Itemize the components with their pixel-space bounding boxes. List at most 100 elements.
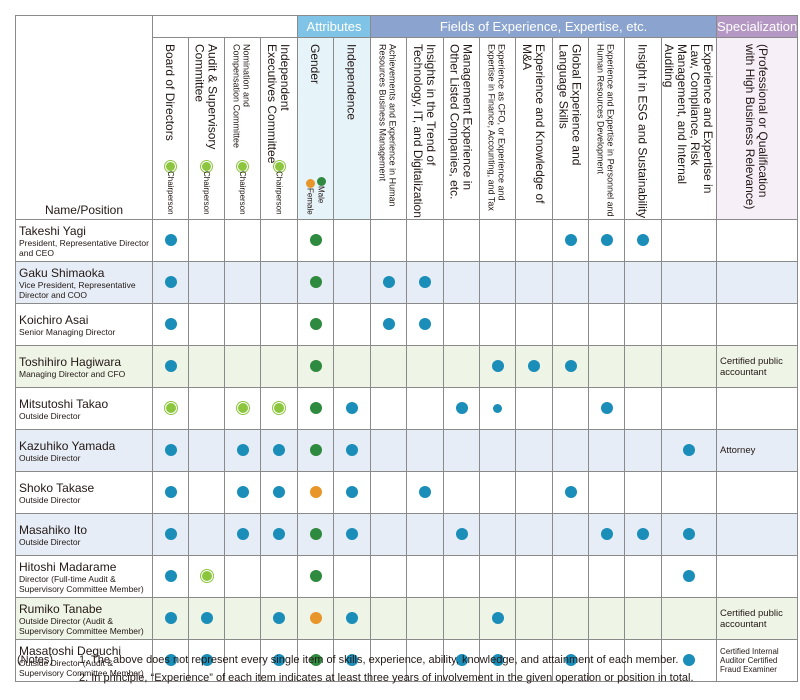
col-f3: Management Experience in Other Listed Co… (443, 37, 480, 220)
applicable-marker-icon (164, 528, 177, 541)
table-row: Masahiko Ito Outside Director (15, 513, 799, 556)
matrix-cell (188, 303, 225, 346)
applicable-marker-icon (346, 612, 358, 625)
matrix-cell (661, 219, 717, 262)
applicable-marker-icon (346, 486, 358, 499)
matrix-cell (661, 261, 717, 304)
table-row: Hitoshi Madarame Director (Full-time Audi… (15, 555, 799, 598)
member-name: Shoko Takase (19, 480, 95, 495)
applicable-marker-icon (564, 654, 577, 667)
member-name: Mitsutoshi Takao (19, 396, 109, 411)
applicable-marker-icon (683, 570, 695, 583)
applicable-marker-icon (273, 528, 285, 541)
name-cell: Kazuhiko Yamada Outside Director (15, 429, 153, 472)
notes: (Notes) 1. The above does not represent e… (17, 651, 694, 687)
matrix-cell (224, 387, 261, 430)
applicable-marker-icon (200, 612, 213, 625)
col-f6: Global Experience and Language Skills (552, 37, 589, 220)
applicable-marker-icon (600, 234, 613, 247)
attributes-group-header: Attributes (297, 15, 371, 38)
matrix-cell (260, 639, 298, 682)
matrix-cell (515, 597, 553, 640)
applicable-marker-icon (236, 528, 249, 541)
chairperson-marker-icon (201, 571, 212, 582)
matrix-cell (188, 261, 225, 304)
applicable-marker-icon (346, 528, 358, 541)
specialization-cell (715, 387, 799, 430)
applicable-marker-icon (273, 654, 285, 667)
applicable-marker-icon (493, 403, 502, 413)
matrix-cell (588, 303, 625, 346)
matrix-cell (406, 345, 444, 388)
applicable-marker-icon (382, 276, 395, 289)
matrix-cell (588, 471, 625, 514)
matrix-cell (443, 471, 480, 514)
member-position: Senior Managing Director (19, 326, 116, 337)
matrix-cell (479, 303, 516, 346)
name-cell: Takeshi Yagi President, Representative Di… (15, 219, 153, 262)
female-marker-icon (309, 612, 322, 625)
matrix-cell (661, 429, 717, 472)
matrix-cell (370, 387, 407, 430)
name-cell: Toshihiro Hagiwara Managing Director and … (15, 345, 153, 388)
applicable-marker-icon (164, 612, 177, 625)
male-marker-icon (309, 444, 322, 457)
fields-group-header: Fields of Experience, Expertise, etc. (370, 15, 717, 38)
col-f1: Achievements and Experience in Human Res… (370, 37, 407, 220)
member-name: Rumiko Tanabe (19, 601, 103, 616)
applicable-marker-icon (346, 444, 358, 457)
applicable-marker-icon (164, 234, 177, 247)
matrix-cell (152, 513, 189, 556)
matrix-cell (552, 345, 589, 388)
matrix-cell (152, 555, 189, 598)
matrix-cell (443, 429, 480, 472)
col-nomination: Nomination and Compensation Committee Ch… (224, 37, 261, 220)
matrix-cell (588, 261, 625, 304)
matrix-cell (661, 471, 717, 514)
matrix-cell (152, 429, 189, 472)
matrix-cell (406, 219, 444, 262)
specialization-cell (715, 261, 799, 304)
member-position: Outside Director (Audit & Supervisory Co… (19, 657, 144, 678)
matrix-cell (661, 387, 717, 430)
matrix-cell (443, 555, 480, 598)
applicable-marker-icon (419, 276, 431, 289)
member-name: Masatoshi Deguchi (19, 643, 122, 658)
matrix-cell (479, 513, 516, 556)
matrix-cell (443, 639, 480, 682)
matrix-cell (260, 345, 298, 388)
matrix-cell (260, 597, 298, 640)
matrix-cell (624, 387, 662, 430)
member-position: Managing Director and CFO (19, 368, 126, 379)
notes-label: (Notes) (17, 654, 54, 666)
applicable-marker-icon (528, 360, 540, 373)
applicable-marker-icon (200, 654, 213, 667)
matrix-cell (370, 345, 407, 388)
col-f8: Insight in ESG and Sustainability (624, 37, 662, 220)
member-position: Outside Director (19, 536, 81, 547)
applicable-marker-icon (164, 360, 177, 373)
specialization-cell (715, 303, 799, 346)
member-name: Koichiro Asai (19, 312, 89, 327)
matrix-cell (515, 513, 553, 556)
matrix-cell (443, 219, 480, 262)
col-audit: Audit & Supervisory Committee Chairperso… (188, 37, 225, 220)
matrix-cell (224, 597, 261, 640)
matrix-cell (297, 555, 334, 598)
matrix-cell (152, 639, 189, 682)
matrix-cell (552, 555, 589, 598)
male-marker-icon (309, 570, 322, 583)
matrix-cell (443, 597, 480, 640)
male-marker-icon (309, 234, 322, 247)
applicable-marker-icon (564, 486, 577, 499)
matrix-cell (588, 387, 625, 430)
matrix-cell (552, 639, 589, 682)
matrix-cell (370, 261, 407, 304)
matrix-cell (188, 597, 225, 640)
matrix-cell (515, 261, 553, 304)
col-f4: Experience as CFO, or Experience and Exp… (479, 37, 516, 220)
matrix-cell (333, 261, 371, 304)
matrix-cell (297, 639, 334, 682)
member-position: President, Representative Director and C… (19, 237, 149, 258)
